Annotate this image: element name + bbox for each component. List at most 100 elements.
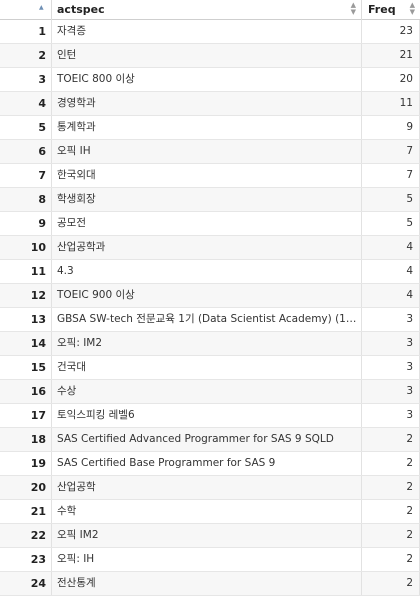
table-row[interactable]: 16 수상 3	[0, 380, 420, 404]
row-index: 4	[0, 92, 52, 115]
row-index: 3	[0, 68, 52, 91]
cell-freq: 23	[362, 20, 420, 43]
cell-actspec: SAS Certified Advanced Programmer for SA…	[52, 428, 362, 451]
table-row[interactable]: 1 자격증 23	[0, 20, 420, 44]
sort-both-icon[interactable]: ▲ ▼	[350, 1, 356, 16]
cell-actspec: 오픽 IM2	[52, 524, 362, 547]
cell-actspec: 공모전	[52, 212, 362, 235]
row-index: 13	[0, 308, 52, 331]
column-header-actspec[interactable]: actspec ▲ ▼	[52, 0, 362, 20]
cell-freq: 3	[362, 308, 420, 331]
cell-actspec: 건국대	[52, 356, 362, 379]
table-row[interactable]: 21 수학 2	[0, 500, 420, 524]
row-index: 2	[0, 44, 52, 67]
row-index: 22	[0, 524, 52, 547]
column-header-label: Freq	[368, 3, 396, 16]
table-row[interactable]: 23 오픽: IH 2	[0, 548, 420, 572]
table-row[interactable]: 24 전산통계 2	[0, 572, 420, 596]
row-index: 16	[0, 380, 52, 403]
cell-actspec: 인턴	[52, 44, 362, 67]
cell-actspec: 토익스피킹 레벨6	[52, 404, 362, 427]
cell-freq: 2	[362, 476, 420, 499]
row-index: 15	[0, 356, 52, 379]
cell-freq: 2	[362, 548, 420, 571]
row-index: 7	[0, 164, 52, 187]
column-header-freq[interactable]: Freq ▲ ▼	[362, 0, 420, 20]
cell-actspec: 통계학과	[52, 116, 362, 139]
row-index: 10	[0, 236, 52, 259]
cell-actspec: 산업공학	[52, 476, 362, 499]
row-index: 5	[0, 116, 52, 139]
cell-freq: 4	[362, 236, 420, 259]
row-index: 20	[0, 476, 52, 499]
row-index: 6	[0, 140, 52, 163]
table-row[interactable]: 9 공모전 5	[0, 212, 420, 236]
cell-freq: 7	[362, 140, 420, 163]
cell-actspec: 수상	[52, 380, 362, 403]
row-index: 14	[0, 332, 52, 355]
table-row[interactable]: 3 TOEIC 800 이상 20	[0, 68, 420, 92]
cell-actspec: 산업공학과	[52, 236, 362, 259]
cell-freq: 2	[362, 428, 420, 451]
table-row[interactable]: 13 GBSA SW-tech 전문교육 1기 (Data Scientist …	[0, 308, 420, 332]
cell-freq: 21	[362, 44, 420, 67]
cell-freq: 3	[362, 332, 420, 355]
table-row[interactable]: 4 경영학과 11	[0, 92, 420, 116]
table-row[interactable]: 15 건국대 3	[0, 356, 420, 380]
row-index: 21	[0, 500, 52, 523]
cell-freq: 3	[362, 380, 420, 403]
table-row[interactable]: 8 학생회장 5	[0, 188, 420, 212]
cell-freq: 11	[362, 92, 420, 115]
row-index: 17	[0, 404, 52, 427]
cell-actspec: 수학	[52, 500, 362, 523]
row-index: 18	[0, 428, 52, 451]
table-row[interactable]: 2 인턴 21	[0, 44, 420, 68]
cell-actspec: 오픽: IM2	[52, 332, 362, 355]
cell-freq: 7	[362, 164, 420, 187]
table-row[interactable]: 19 SAS Certified Base Programmer for SAS…	[0, 452, 420, 476]
table-row[interactable]: 5 통계학과 9	[0, 116, 420, 140]
table-row[interactable]: 10 산업공학과 4	[0, 236, 420, 260]
table-row[interactable]: 11 4.3 4	[0, 260, 420, 284]
cell-freq: 3	[362, 356, 420, 379]
cell-actspec: TOEIC 800 이상	[52, 68, 362, 91]
cell-actspec: 전산통계	[52, 572, 362, 595]
table-header: ▲ actspec ▲ ▼ Freq ▲ ▼	[0, 0, 420, 20]
cell-freq: 20	[362, 68, 420, 91]
row-index: 12	[0, 284, 52, 307]
table-row[interactable]: 20 산업공학 2	[0, 476, 420, 500]
cell-actspec: 학생회장	[52, 188, 362, 211]
cell-freq: 2	[362, 452, 420, 475]
column-header-index[interactable]: ▲	[0, 0, 52, 20]
cell-freq: 2	[362, 524, 420, 547]
cell-actspec: GBSA SW-tech 전문교육 1기 (Data Scientist Aca…	[52, 308, 362, 331]
table-row[interactable]: 14 오픽: IM2 3	[0, 332, 420, 356]
cell-actspec: 오픽: IH	[52, 548, 362, 571]
cell-freq: 4	[362, 260, 420, 283]
column-header-label: actspec	[57, 3, 105, 16]
cell-actspec: TOEIC 900 이상	[52, 284, 362, 307]
sort-both-icon[interactable]: ▲ ▼	[409, 1, 415, 16]
cell-actspec: 오픽 IH	[52, 140, 362, 163]
sort-ascending-icon[interactable]: ▲	[39, 4, 44, 11]
cell-freq: 2	[362, 572, 420, 595]
cell-freq: 4	[362, 284, 420, 307]
row-index: 8	[0, 188, 52, 211]
cell-freq: 5	[362, 212, 420, 235]
row-index: 23	[0, 548, 52, 571]
table-row[interactable]: 12 TOEIC 900 이상 4	[0, 284, 420, 308]
row-index: 11	[0, 260, 52, 283]
table-row[interactable]: 6 오픽 IH 7	[0, 140, 420, 164]
table-row[interactable]: 22 오픽 IM2 2	[0, 524, 420, 548]
table-row[interactable]: 18 SAS Certified Advanced Programmer for…	[0, 428, 420, 452]
table-body: 1 자격증 23 2 인턴 21 3 TOEIC 800 이상 20 4 경영학과 11 5 통계학과 9…	[0, 20, 420, 596]
cell-actspec: 경영학과	[52, 92, 362, 115]
cell-actspec: 자격증	[52, 20, 362, 43]
row-index: 1	[0, 20, 52, 43]
table-row[interactable]: 7 한국외대 7	[0, 164, 420, 188]
table-row[interactable]: 17 토익스피킹 레벨6 3	[0, 404, 420, 428]
row-index: 19	[0, 452, 52, 475]
cell-actspec: SAS Certified Base Programmer for SAS 9	[52, 452, 362, 475]
cell-freq: 9	[362, 116, 420, 139]
